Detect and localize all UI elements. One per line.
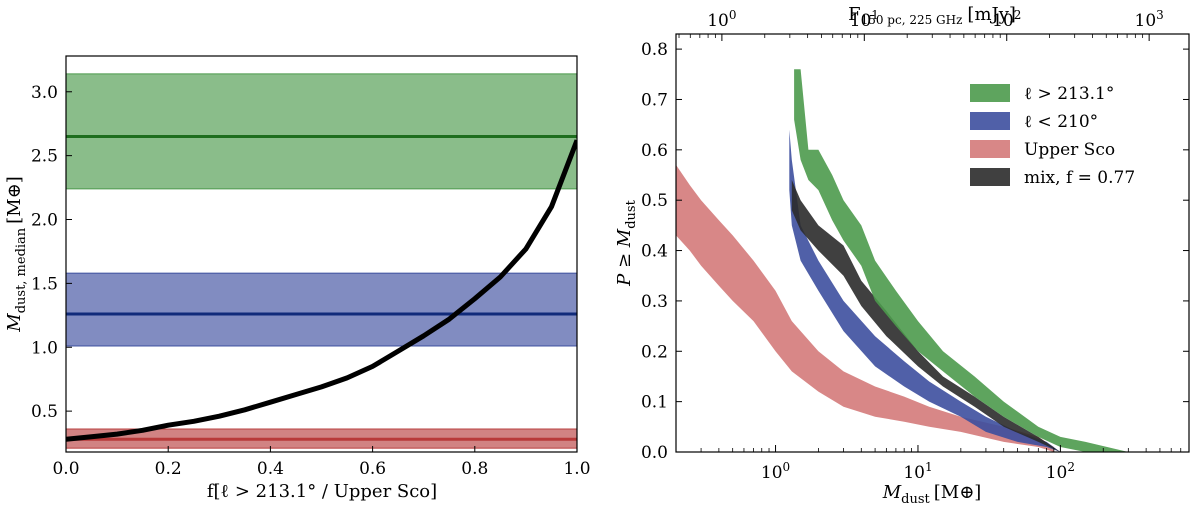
band-0 xyxy=(66,73,577,190)
left-x-tick-label: 0.8 xyxy=(461,459,488,479)
cdf-band-3 xyxy=(794,69,1129,452)
line-group xyxy=(66,134,577,442)
left-panel: 0.0 0.2 0.4 0.6 0.8 1.0 0.5 1.0 1.5 2.0 2.5 3.0 f[… xyxy=(4,55,591,502)
cdf-band-0 xyxy=(676,164,1054,452)
right-top-ticks: 100 101 102 103 xyxy=(678,8,1164,41)
right-y-tick-label: 0.0 xyxy=(641,443,668,463)
left-x-tick-label: 0.0 xyxy=(52,459,79,479)
left-x-tick-label: 1.0 xyxy=(563,459,590,479)
right-y-label: P ≥ Mdust xyxy=(614,199,639,286)
legend-label: Upper Sco xyxy=(1024,140,1115,160)
log-tick-label: 102 xyxy=(1046,460,1075,483)
log-tick-label: 102 xyxy=(992,8,1021,31)
legend: ℓ > 213.1° ℓ < 210° Upper Sco mix, f = 0.77 xyxy=(970,84,1135,188)
log-tick-label: 103 xyxy=(1135,8,1164,31)
left-x-tick-label: 0.4 xyxy=(257,459,284,479)
right-y-tick-label: 0.2 xyxy=(641,342,668,362)
right-y-tick-label: 0.7 xyxy=(641,90,668,110)
right-top-label: F150 pc, 225 GHz [mJy] xyxy=(848,4,1016,27)
left-y-tick-label: 2.5 xyxy=(31,147,58,167)
band-group xyxy=(66,73,577,449)
right-y-tick-label: 0.4 xyxy=(641,242,668,262)
legend-label: ℓ > 213.1° xyxy=(1024,84,1114,104)
left-y-label: Mdust, median[M⊕] xyxy=(4,176,29,332)
log-tick-label: 101 xyxy=(850,8,879,31)
left-y-tick-label: 2.0 xyxy=(31,211,58,231)
left-x-tick-label: 0.2 xyxy=(155,459,182,479)
left-y-tick-label: 0.5 xyxy=(31,402,58,422)
legend-swatch xyxy=(970,168,1010,186)
log-tick-label: 101 xyxy=(903,460,932,483)
right-y-tick-label: 0.1 xyxy=(641,393,668,413)
mixture-median-line xyxy=(66,139,577,442)
right-y-tick-label: 0.3 xyxy=(641,292,668,312)
legend-label: ℓ < 210° xyxy=(1024,112,1098,132)
right-x-ticks: 100 101 102 xyxy=(675,445,1190,483)
legend-swatch xyxy=(970,112,1010,130)
left-x-ticks: 0.0 0.2 0.4 0.6 0.8 1.0 xyxy=(52,446,591,479)
legend-label: mix, f = 0.77 xyxy=(1024,168,1135,188)
right-y-tick-label: 0.5 xyxy=(641,191,668,211)
cdf-band-1 xyxy=(789,129,1061,452)
right-y-tick-label: 0.8 xyxy=(641,40,668,60)
left-x-label: f[ℓ > 213.1° / Upper Sco] xyxy=(207,481,437,502)
right-y-tick-label: 0.6 xyxy=(641,141,668,161)
legend-swatch xyxy=(970,140,1010,158)
left-y-tick-label: 1.0 xyxy=(31,338,58,358)
band-1 xyxy=(66,272,577,347)
log-tick-label: 100 xyxy=(707,8,736,31)
left-y-tick-label: 3.0 xyxy=(31,83,58,103)
left-axes-frame xyxy=(65,55,578,453)
left-y-ticks: 0.5 1.0 1.5 2.0 2.5 3.0 xyxy=(31,83,72,422)
area-group xyxy=(676,69,1129,452)
legend-swatch xyxy=(970,84,1010,102)
right-y-ticks: 0.0 0.1 0.2 0.3 0.4 0.5 0.6 0.7 0.8 xyxy=(641,40,1189,463)
right-x-label: Mdust [M⊕] xyxy=(882,482,982,507)
left-y-tick-label: 1.5 xyxy=(31,274,58,294)
left-x-tick-label: 0.6 xyxy=(359,459,386,479)
right-panel: 100 101 102 100 101 102 103 0.00.10.20.30.40.… xyxy=(614,4,1190,507)
log-tick-label: 100 xyxy=(761,460,790,483)
